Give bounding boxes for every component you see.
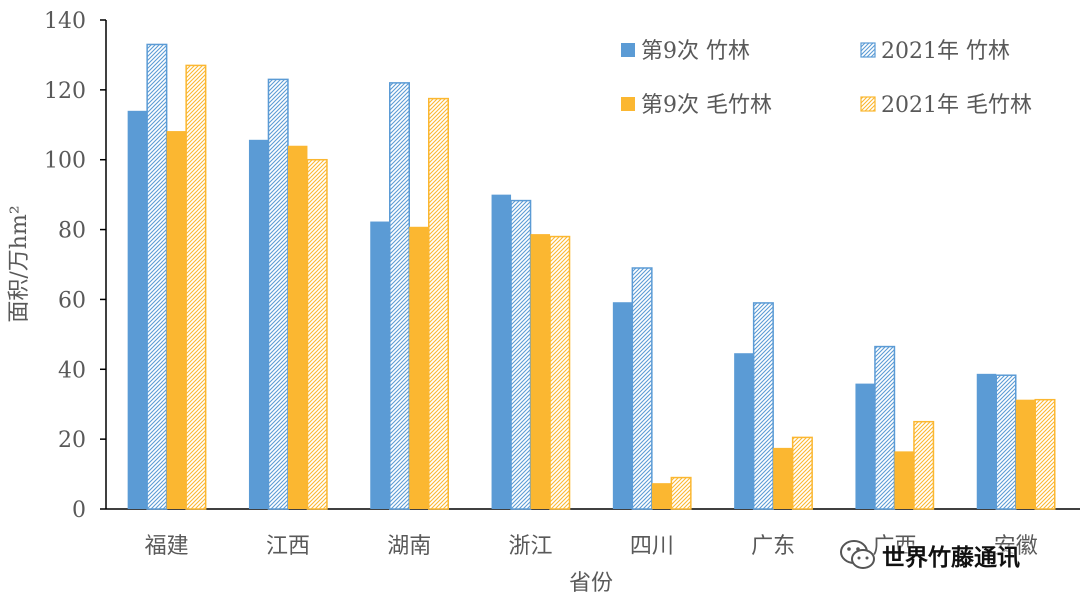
x-tick-label: 安徽 [994,534,1038,559]
bar [612,302,633,509]
x-tick-label: 湖南 [387,534,431,559]
y-tick-label: 120 [44,79,86,104]
bar [995,374,1017,510]
bar [791,436,813,510]
legend-swatch [621,97,635,111]
bar [855,383,875,509]
bar [248,139,269,509]
bar [491,194,512,509]
bar [631,267,653,510]
wechat-icon [840,540,875,569]
bar [913,420,935,510]
bar [146,43,168,510]
bar [976,373,997,509]
legend-swatch [860,42,876,58]
bar [127,110,148,510]
bar [370,221,390,510]
legend-swatch [621,43,635,57]
watermark: 世界竹藤通讯 [838,535,1020,575]
bar [1034,398,1056,510]
bar [773,447,793,509]
x-tick-label: 江西 [266,534,310,559]
x-tick-label: 福建 [145,534,189,559]
bar [734,353,754,509]
bar [287,145,308,509]
y-tick-label: 40 [58,358,86,383]
bar [389,82,410,510]
bar [670,476,692,510]
y-tick-label: 80 [58,219,86,244]
bar [185,64,207,510]
bar [752,302,774,510]
x-axis-label: 省份 [569,571,613,596]
bar [894,451,914,509]
y-tick-label: 0 [72,498,86,523]
y-tick-label: 140 [44,9,86,34]
y-axis: 0 20 40 60 80 100 120 140 [44,9,107,523]
bars-group [127,43,1056,510]
legend-label: 2021年 竹林 [881,39,1010,64]
legend-label: 2021年 毛竹林 [881,93,1032,118]
bar [428,97,449,510]
legend-label: 第9次 毛竹林 [641,93,772,118]
bar [874,345,896,510]
y-tick-label: 100 [44,149,86,174]
x-tick-label: 广西 [872,534,916,559]
x-tick-label: 浙江 [509,534,553,559]
legend-swatch [860,96,876,112]
watermark-text: 世界竹藤通讯 [882,545,1020,571]
bar [549,235,571,510]
bar [510,199,532,510]
bar [1015,399,1036,509]
bar [267,78,289,510]
legend-label: 第9次 竹林 [641,39,750,64]
bar [651,483,672,509]
bar [166,131,187,509]
x-axis: 福建 江西 湖南 浙江 四川 广东 广西 安徽 [106,508,1080,559]
x-tick-label: 广东 [751,534,795,559]
y-tick-label: 20 [58,428,86,453]
y-tick-label: 60 [58,288,86,313]
y-axis-label: 面积/万hm² [7,205,32,322]
x-tick-label: 四川 [630,534,674,559]
bar [306,158,328,510]
bar [530,234,551,510]
bar [409,226,429,509]
